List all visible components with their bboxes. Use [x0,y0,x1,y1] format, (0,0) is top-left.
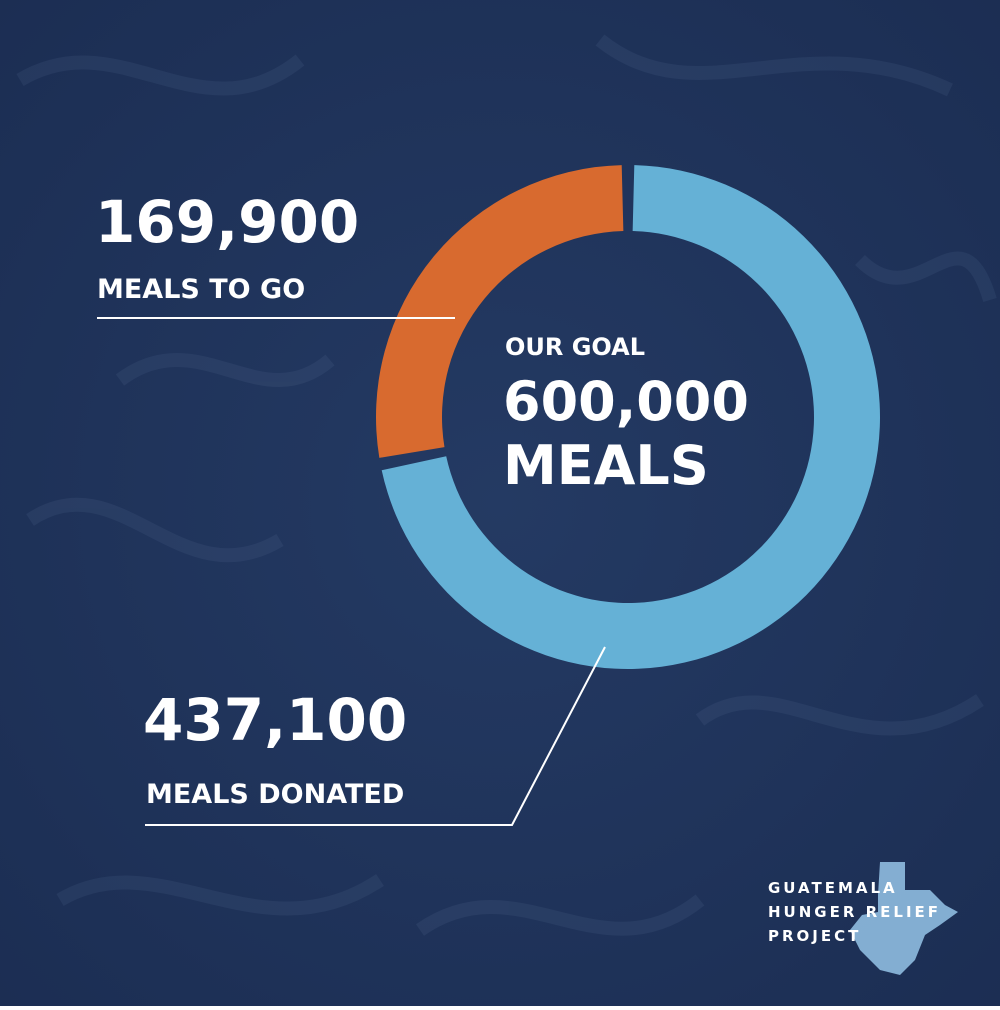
value-label: 437,100 [143,686,407,754]
background-texture [16,34,997,936]
logo-text: PROJECT [768,927,861,945]
leader-line [145,646,606,826]
value-label: 169,900 [95,188,359,256]
category-label: MEALS TO GO [97,274,305,305]
logo-text: HUNGER RELIEF [768,903,941,921]
category-label: MEALS DONATED [146,779,404,810]
center-unit: MEALS [503,434,709,497]
donut-segment [375,165,624,458]
donut-chart [375,165,880,670]
center-label: OUR GOAL [505,333,645,361]
center-value: 600,000 [503,370,749,433]
logo-text: GUATEMALA [768,879,898,897]
logo-map [850,862,958,975]
